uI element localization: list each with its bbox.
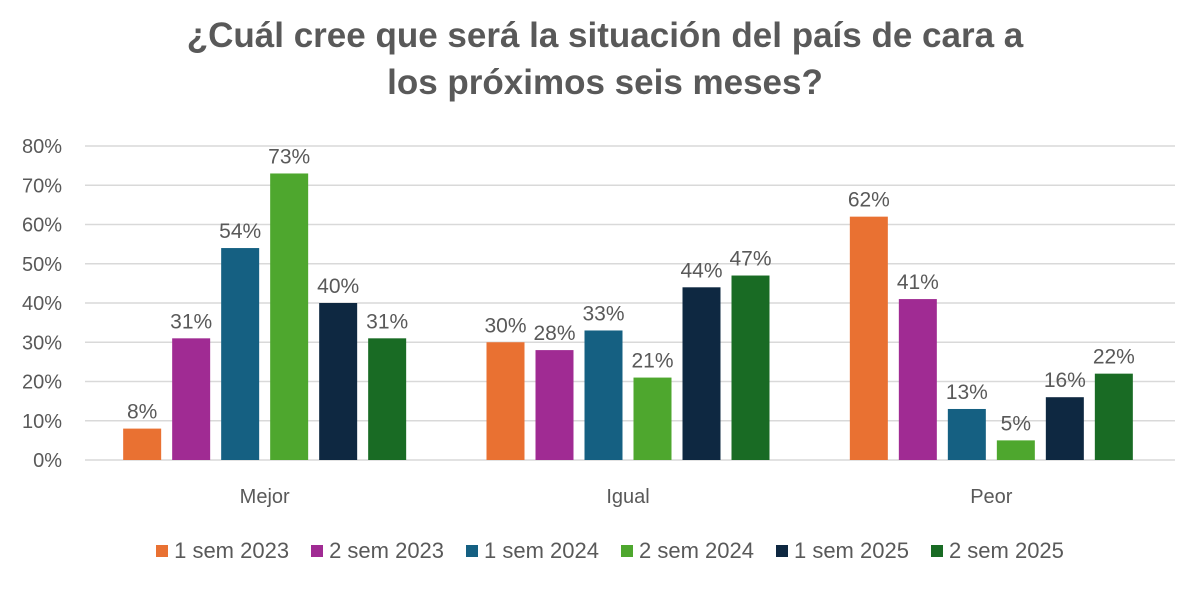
data-label: 44% — [680, 259, 722, 282]
y-tick-label: 80% — [22, 136, 62, 158]
bar — [584, 330, 623, 460]
y-tick-label: 70% — [22, 175, 62, 197]
data-label: 62% — [848, 189, 890, 212]
legend-item: 2 sem 2024 — [621, 538, 754, 564]
bar — [221, 248, 260, 460]
data-label: 30% — [484, 314, 526, 337]
legend-swatch — [156, 545, 169, 557]
bar — [996, 440, 1035, 460]
legend-label: 2 sem 2024 — [639, 538, 754, 563]
legend-swatch — [311, 545, 324, 557]
bar — [535, 350, 574, 460]
legend-label: 1 sem 2023 — [174, 538, 290, 563]
data-label: 8% — [127, 401, 157, 424]
data-label: 22% — [1093, 346, 1135, 369]
chart-title-line-2: los próximos seis meses? — [387, 63, 823, 102]
y-tick-label: 10% — [22, 411, 62, 433]
bar — [682, 287, 721, 460]
legend-label: 2 sem 2023 — [329, 538, 445, 563]
bar — [368, 338, 407, 460]
legend: 1 sem 2023 2 sem 2023 1 sem 2024 2 sem 2024… — [0, 538, 1200, 564]
legend-label: 1 sem 2024 — [484, 538, 599, 563]
bar — [486, 342, 525, 460]
y-tick-label: 40% — [22, 293, 62, 315]
bar — [633, 377, 672, 460]
data-label: 47% — [729, 248, 771, 271]
bar — [319, 303, 358, 460]
chart-title: ¿Cuál cree que será la situación del paí… — [0, 12, 1200, 106]
data-label: 31% — [366, 310, 408, 333]
data-label: 21% — [631, 350, 673, 373]
legend-item: 1 sem 2025 — [775, 538, 909, 564]
legend-swatch — [621, 545, 633, 557]
y-tick-label: 0% — [33, 450, 62, 472]
chart-title-line-1: ¿Cuál cree que será la situación del paí… — [186, 16, 1024, 55]
data-label: 54% — [219, 220, 261, 243]
bar — [731, 275, 770, 460]
data-label: 41% — [897, 271, 939, 294]
y-tick-label: 30% — [22, 332, 62, 354]
legend-item: 2 sem 2023 — [311, 538, 444, 564]
data-label: 5% — [1001, 412, 1031, 435]
bar — [1045, 397, 1084, 460]
x-tick-label: Mejor — [240, 486, 290, 508]
bar — [898, 299, 937, 460]
x-tick-label: Igual — [606, 486, 649, 508]
legend-swatch — [775, 545, 788, 557]
data-label: 28% — [533, 322, 575, 345]
legend-swatch — [930, 545, 943, 557]
bar — [123, 428, 162, 460]
bar — [849, 216, 888, 460]
legend-item: 1 sem 2023 — [156, 538, 289, 564]
bar — [947, 408, 986, 460]
y-tick-label: 50% — [22, 254, 62, 276]
legend-item: 2 sem 2025 — [930, 538, 1064, 564]
y-tick-label: 20% — [22, 372, 62, 394]
x-tick-label: Peor — [970, 486, 1013, 508]
data-label: 40% — [317, 275, 359, 298]
legend-label: 1 sem 2025 — [793, 538, 909, 563]
bar — [270, 173, 309, 460]
legend-swatch — [466, 545, 479, 557]
bar — [1094, 373, 1133, 460]
data-label: 31% — [170, 310, 212, 333]
bar — [172, 338, 211, 460]
legend-item: 1 sem 2024 — [466, 538, 599, 564]
data-label: 33% — [582, 302, 624, 325]
data-label: 73% — [268, 145, 310, 168]
data-label: 16% — [1044, 369, 1086, 392]
y-tick-label: 60% — [22, 215, 62, 237]
data-label: 13% — [946, 381, 988, 404]
legend-label: 2 sem 2025 — [948, 538, 1064, 563]
